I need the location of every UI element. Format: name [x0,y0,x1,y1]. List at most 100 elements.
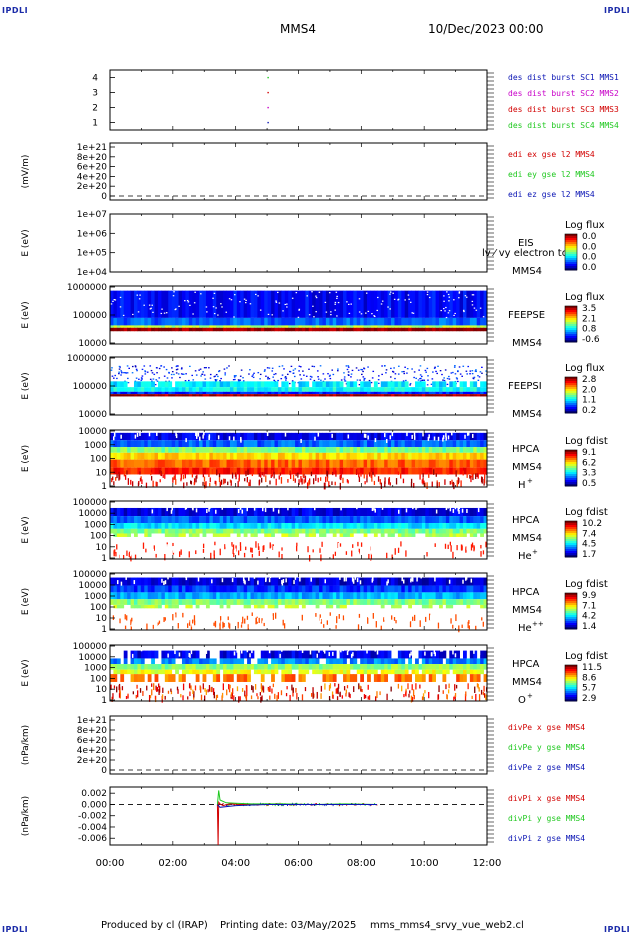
hpca_h-name: HPCA [512,444,540,455]
hpca_h-speckle [248,482,250,487]
hpca_he-speckle [480,551,482,557]
hpca_h-gap [331,433,333,438]
hpca_h-gap [445,436,447,441]
hpca_he2-speckle [150,615,153,620]
hpca_he2-speckle [316,616,318,622]
hpca_he-species: He [518,551,532,562]
hpca_o-speckle [189,691,191,697]
burst-legend-3: des dist burst SC3 MMS3 [508,105,619,114]
hpca_o-speckle [345,692,347,697]
hpca_h-speckle [115,477,117,481]
feepse-speckle [306,295,308,297]
hpca_o-gap [323,647,325,652]
feepse-speckle [360,313,363,315]
hpca_h-speckle [152,480,154,487]
feepse-speckle [286,306,288,308]
hpca_o-speckle [202,683,204,690]
eis-cbar-cell [565,242,577,245]
hpca_h-speckle [238,478,240,482]
hpca_o-cbar-cell [565,665,577,668]
hpca_he2-speckle [422,617,424,624]
hpca_he2-speckle [192,619,194,624]
hpca_o-speckle [312,687,314,695]
stack-plot: 4 3 2 1 des dist burst SC1 MMS1 des dist burs… [21,69,619,869]
hpca_o-speckle [192,689,194,695]
hpca_o-gap [473,649,475,654]
feepse-speckle [471,304,474,306]
hpca_o-speckle [149,695,152,699]
hpca_he-speckle [407,541,409,546]
hpca_h-speckle [223,478,225,485]
hpca_o-gap [440,647,442,652]
hpca_o-speckle [320,693,322,699]
hpca_h-speckle [360,472,362,477]
hpca_o-speckle [139,688,142,693]
hpca_he-speckle [419,550,421,555]
hpca_he2-gap [167,575,169,580]
feepse-speckle [365,312,367,314]
hpca_h-speckle [295,473,297,477]
eis-cbar-tick: 0.0 [582,232,597,242]
hpca_h-speckle [112,476,114,481]
feepse-speckle [446,291,448,293]
feepse-spacecraft: MMS4 [512,338,542,349]
hpca_he2-speckle [247,624,249,630]
hpca_he-speckle [164,554,166,561]
hpca_he-speckle [258,545,260,550]
hpca_o-speckle [230,692,233,698]
hpca_he2-speckle [291,625,293,631]
hpca_h-speckle [231,472,234,479]
hpca_h-speckle [456,480,458,487]
hpca_h-speckle [220,479,223,485]
hpca_h-speckle [211,469,213,475]
hpca_he-gap [314,506,316,511]
hpca_h-gap [433,436,436,441]
feepse-speckle [409,301,412,303]
footer-produced: Produced by cl (IRAP) [101,920,208,931]
hpca_o-cbar-cell [565,689,577,692]
hpca_h-speckle [410,482,413,488]
hpca_h-speckle [196,474,198,479]
hpca_o-gap [229,646,232,651]
hpca_he-speckle [344,543,346,549]
hpca_o-speckle [111,696,113,702]
hpca_he-cbar-cell [565,531,577,534]
hpca_he-speckle [281,547,283,551]
hpca_o-speckle [410,695,413,703]
hpca_h-speckle [244,478,246,482]
hpca_he-speckle [245,546,247,551]
hpca_h-speckle [209,477,211,483]
hpca_he2-speckle [315,613,317,617]
hpca_he2-speckle [138,615,141,621]
hpca_he2-gap [356,578,359,583]
feepse-cbar-cell [565,334,577,337]
hpca_he2-spectrogram [110,577,488,609]
hpca_he-speckle [122,554,125,560]
feepsi-cbar-cell [565,377,577,380]
hpca_h-speckle [287,479,289,483]
hpca_he-speckle [334,551,337,556]
hpca_he2-speckle [387,619,389,625]
hpca_h-speckle [139,477,142,482]
divpi-series-1 [216,800,377,846]
hpca_he-gap [445,506,448,511]
feepse-speckle [443,308,445,310]
hpca_he2-speckle [478,614,481,620]
hpca_h-speckle [447,470,449,475]
feepse-speckle [150,307,152,309]
hpca_h-speckle [363,473,365,479]
hpca_he-gap [340,506,342,511]
hpca_he2-speckle [119,618,121,624]
hpca_o-speckle [360,686,362,692]
hpca_h-speckle [475,473,477,480]
hpca_h-speckle [297,472,299,478]
hpca_he2-speckle [120,618,123,625]
hpca_he2-speckle [413,614,416,621]
eis-cbar-cell [565,244,577,247]
hpca_he-speckle [391,554,393,560]
hpca_o-speckle [413,695,415,700]
hpca_he2-speckle [419,620,421,627]
hpca_he-speckle [152,548,155,553]
hpca_he-gap [477,508,480,513]
hpca_he2-speckle [323,624,325,628]
